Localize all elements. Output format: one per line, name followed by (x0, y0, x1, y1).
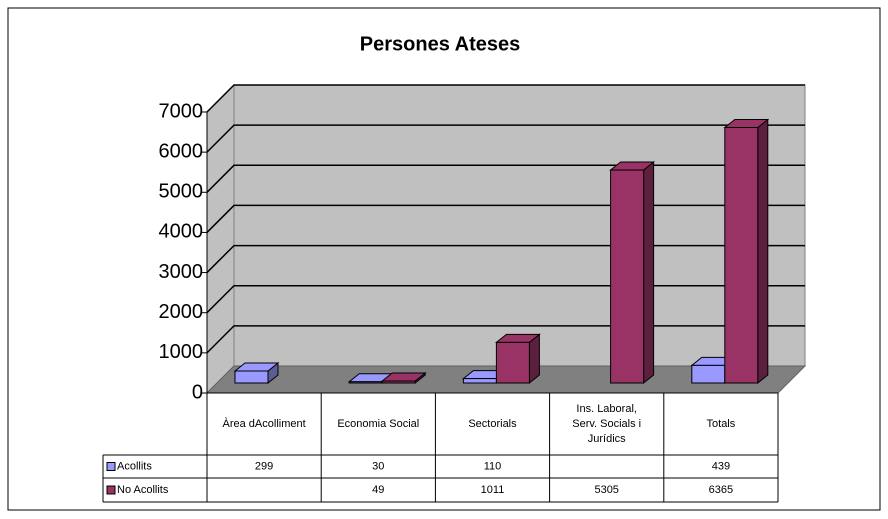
data-label: 6365 (709, 484, 733, 496)
category-cell: Sectorials (468, 417, 517, 430)
bar (348, 381, 383, 384)
legend-key (106, 462, 116, 471)
y-tick-label: 4000 (159, 221, 204, 243)
legend-label: Acollits (117, 460, 152, 472)
bar (691, 364, 726, 384)
category-cell: Totals (706, 417, 736, 430)
bar (724, 126, 759, 384)
bar (234, 370, 269, 384)
y-tick-label: 5000 (159, 181, 204, 203)
x-tick-label: Sectorials (468, 417, 517, 430)
data-label: 439 (712, 460, 730, 472)
bar (381, 380, 416, 384)
x-tick-label: Ins. Laboral, Serv. Socials i Jurídics (572, 402, 642, 445)
x-tick-label: Àrea dAcolliment (222, 417, 306, 430)
bar-side (757, 118, 769, 385)
bar (462, 378, 497, 384)
x-tick-label: Totals (706, 417, 736, 430)
category-cell: Ins. Laboral, Serv. Socials i Jurídics (572, 402, 642, 445)
back-wall (233, 84, 806, 367)
chart-title: Persones Ateses (360, 33, 520, 55)
grid-line (206, 84, 805, 113)
left-wall (206, 83, 235, 395)
category-cell: Àrea dAcolliment (222, 417, 306, 430)
grid-line (206, 124, 805, 153)
data-label: 30 (372, 460, 384, 472)
bar-side (643, 161, 655, 385)
y-tick-label: 0 (192, 381, 203, 403)
category-cell: Economia Social (337, 417, 420, 430)
y-tick-label: 7000 (159, 100, 204, 122)
data-label: 299 (255, 460, 273, 472)
y-tick-label: 3000 (159, 261, 204, 283)
y-tick-label: 1000 (159, 341, 204, 363)
legend-key (106, 485, 116, 495)
data-label: 49 (372, 484, 384, 496)
legend-label: No Acollits (117, 484, 169, 496)
y-tick-label: 6000 (159, 140, 204, 162)
data-label: 1011 (481, 484, 505, 496)
data-label: 5305 (594, 484, 618, 496)
bar (610, 169, 645, 384)
bar (495, 341, 530, 384)
y-tick-label: 2000 (159, 301, 204, 323)
grid-line (206, 164, 805, 193)
data-label: 110 (484, 460, 502, 472)
x-tick-label: Economia Social (337, 417, 420, 430)
